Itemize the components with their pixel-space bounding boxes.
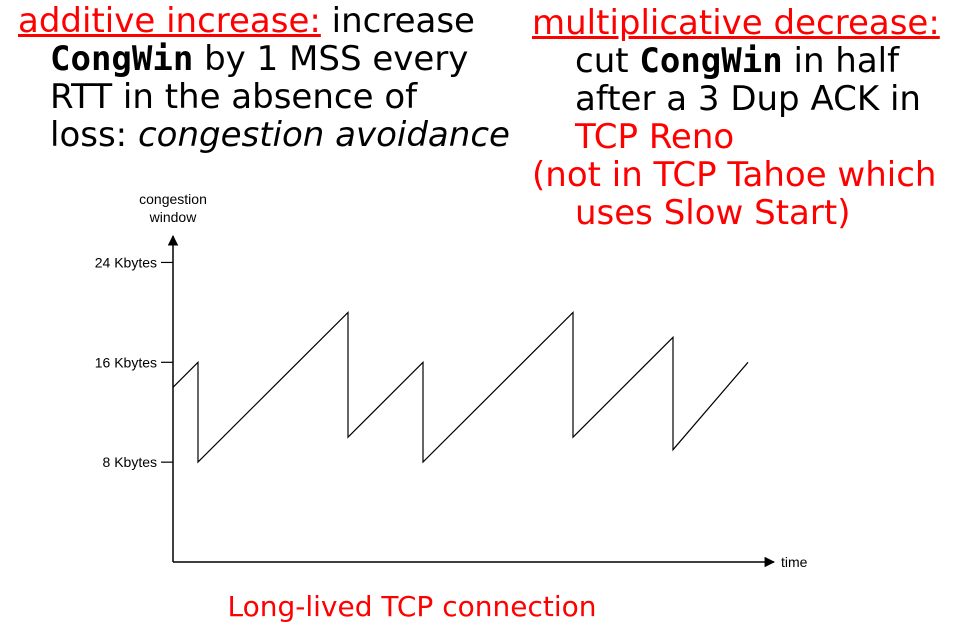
right-line2: after a 3 Dup ACK in <box>575 79 921 119</box>
left-line2-rest: by 1 MSS every <box>193 39 469 79</box>
left-line4-italic: congestion avoidance <box>137 115 510 155</box>
tahoe-note-line1: (not in TCP Tahoe which <box>532 155 937 195</box>
chart-caption: Long-lived TCP connection <box>227 590 597 623</box>
tcp-reno-label: TCP Reno <box>575 117 735 157</box>
multiplicative-decrease-heading: multiplicative decrease: <box>532 3 940 43</box>
left-line4-prefix: loss: <box>50 115 138 155</box>
left-line1-rest: increase <box>320 1 475 41</box>
right-line1-prefix: cut <box>575 41 640 81</box>
congestion-window-series-line <box>172 310 749 464</box>
y-axis-label-line2: window <box>149 209 198 225</box>
right-line1-rest: in half <box>782 41 900 81</box>
congwin-code-left: CongWin <box>50 39 194 79</box>
left-line3: RTT in the absence of <box>50 77 418 117</box>
congwin-code-right: CongWin <box>639 41 783 81</box>
y-ticks: 24 Kbytes 16 Kbytes 8 Kbytes <box>95 254 173 470</box>
y-tick-label: 24 Kbytes <box>95 254 157 270</box>
tahoe-note-line2: uses Slow Start) <box>575 193 851 233</box>
x-axis-label: time <box>781 554 808 570</box>
y-tick-label: 8 Kbytes <box>103 454 157 470</box>
additive-increase-heading: additive increase: <box>18 1 321 41</box>
y-axis-label-line1: congestion <box>139 191 207 207</box>
multiplicative-decrease-text: multiplicative decrease: cut CongWin in … <box>532 4 940 232</box>
additive-increase-text: additive increase: increase CongWin by 1… <box>18 2 510 154</box>
y-tick-label: 16 Kbytes <box>95 354 157 370</box>
